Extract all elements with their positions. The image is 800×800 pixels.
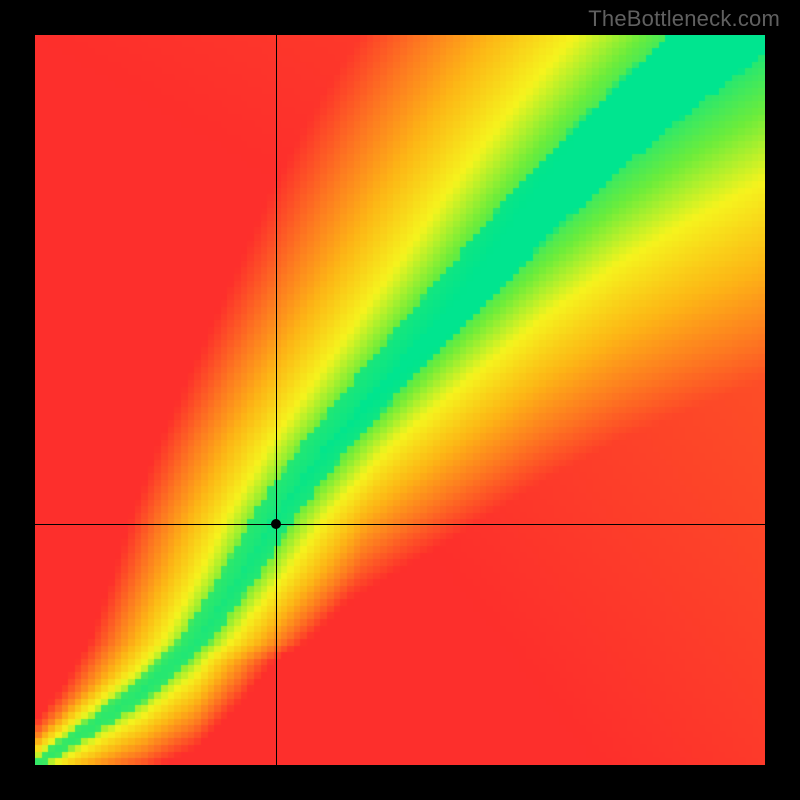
watermark-text: TheBottleneck.com <box>588 6 780 32</box>
crosshair-vertical <box>276 35 277 765</box>
chart-plot-area <box>35 35 765 765</box>
heatmap-canvas <box>35 35 765 765</box>
crosshair-horizontal <box>35 524 765 525</box>
crosshair-marker <box>271 519 281 529</box>
